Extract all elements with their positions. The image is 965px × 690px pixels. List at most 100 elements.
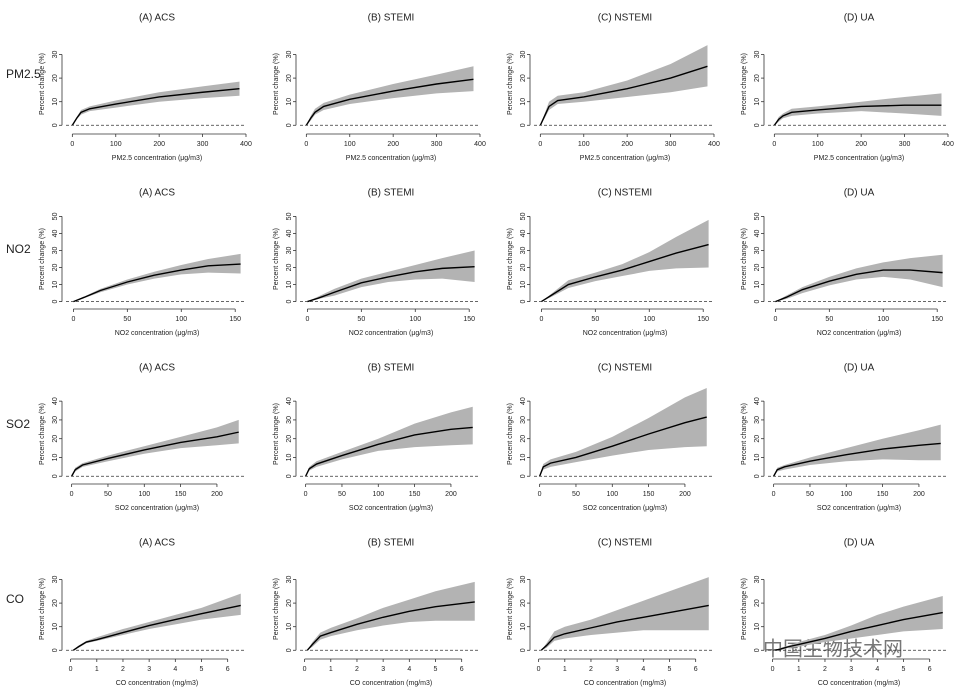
- x-tick-label: 100: [110, 141, 122, 148]
- panel-title: (A) ACS: [139, 13, 175, 24]
- y-tick-label: 40: [52, 229, 59, 237]
- y-axis-label: Percent change (%): [741, 403, 748, 465]
- y-tick-label: 20: [286, 74, 293, 82]
- y-tick-label: 30: [52, 576, 59, 584]
- x-tick-label: 50: [357, 316, 365, 323]
- y-tick-label: 10: [520, 453, 527, 461]
- y-tick-label: 40: [286, 229, 293, 237]
- y-tick-label: 20: [52, 599, 59, 607]
- estimate-line: [306, 601, 475, 651]
- y-tick-label: 20: [286, 264, 293, 272]
- x-axis-label: NO2 concentration (μg/m3): [115, 330, 200, 337]
- estimate-line: [305, 78, 474, 126]
- panel-title: (C) NSTEMI: [598, 13, 652, 24]
- row-label: CO: [6, 592, 24, 606]
- x-tick-label: 100: [578, 141, 590, 148]
- y-axis-label: Percent change (%): [273, 228, 280, 290]
- x-tick-label: 150: [229, 316, 241, 323]
- y-tick-label: 10: [52, 281, 59, 289]
- y-tick-label: 0: [754, 300, 761, 304]
- estimate-line: [538, 416, 707, 477]
- x-tick-label: 6: [460, 666, 464, 673]
- row-label: SO2: [6, 417, 30, 431]
- x-tick-label: 1: [563, 666, 567, 673]
- y-axis-label: Percent change (%): [741, 228, 748, 290]
- x-tick-label: 0: [71, 316, 75, 323]
- x-tick-label: 1: [797, 666, 801, 673]
- y-tick-label: 30: [520, 51, 527, 59]
- x-tick-label: 100: [175, 316, 187, 323]
- y-axis-label: Percent change (%): [507, 228, 514, 290]
- panel-title: (D) UA: [844, 538, 875, 549]
- y-tick-label: 40: [754, 397, 761, 405]
- x-tick-label: 50: [338, 491, 346, 498]
- x-axis-label: NO2 concentration (μg/m3): [583, 330, 668, 337]
- row-label: PM2.5: [6, 67, 41, 81]
- ci-band: [541, 219, 709, 302]
- y-axis-label: Percent change (%): [273, 578, 280, 640]
- ci-band: [539, 388, 707, 477]
- x-tick-label: 0: [772, 141, 776, 148]
- x-tick-label: 3: [615, 666, 619, 673]
- y-tick-label: 10: [754, 98, 761, 106]
- panel-title: (D) UA: [844, 363, 875, 374]
- y-tick-label: 10: [52, 453, 59, 461]
- y-tick-label: 20: [520, 74, 527, 82]
- x-tick-label: 2: [121, 666, 125, 673]
- panel-title: (A) ACS: [139, 188, 175, 199]
- y-tick-label: 10: [286, 281, 293, 289]
- x-tick-label: 200: [211, 491, 223, 498]
- y-axis-label: Percent change (%): [39, 228, 46, 290]
- y-tick-label: 0: [52, 474, 59, 478]
- ci-band: [73, 593, 241, 651]
- x-tick-label: 100: [840, 491, 852, 498]
- y-tick-label: 0: [52, 300, 59, 304]
- x-tick-label: 4: [407, 666, 411, 673]
- x-axis-label: SO2 concentration (μg/m3): [583, 505, 667, 512]
- estimate-line: [71, 431, 239, 477]
- y-tick-label: 20: [520, 264, 527, 272]
- x-tick-label: 100: [877, 316, 889, 323]
- x-tick-label: 150: [175, 491, 187, 498]
- x-tick-label: 200: [153, 141, 165, 148]
- y-tick-label: 30: [520, 576, 527, 584]
- x-axis-label: SO2 concentration (μg/m3): [349, 505, 433, 512]
- x-tick-label: 300: [665, 141, 677, 148]
- y-tick-label: 0: [286, 300, 293, 304]
- x-tick-label: 300: [899, 141, 911, 148]
- y-tick-label: 30: [52, 51, 59, 59]
- y-tick-label: 50: [520, 212, 527, 220]
- x-tick-label: 100: [812, 141, 824, 148]
- y-tick-label: 10: [52, 623, 59, 631]
- y-tick-label: 30: [286, 246, 293, 254]
- ci-band: [774, 93, 942, 126]
- panel-title: (B) STEMI: [368, 363, 415, 374]
- x-tick-label: 0: [773, 316, 777, 323]
- y-tick-label: 20: [52, 74, 59, 82]
- x-tick-label: 200: [679, 491, 691, 498]
- estimate-line: [541, 243, 709, 303]
- y-axis-label: Percent change (%): [39, 578, 46, 640]
- ci-band: [775, 254, 943, 302]
- x-tick-label: 1: [95, 666, 99, 673]
- ci-band: [73, 253, 241, 302]
- x-tick-label: 0: [538, 491, 542, 498]
- x-axis-label: PM2.5 concentration (μg/m3): [112, 155, 202, 162]
- ci-band: [72, 81, 240, 126]
- x-axis-label: CO concentration (mg/m3): [116, 680, 198, 687]
- x-tick-label: 50: [572, 491, 580, 498]
- y-tick-label: 10: [754, 453, 761, 461]
- y-tick-label: 30: [754, 51, 761, 59]
- x-tick-label: 6: [226, 666, 230, 673]
- x-tick-label: 50: [104, 491, 112, 498]
- x-tick-label: 4: [641, 666, 645, 673]
- x-axis-label: NO2 concentration (μg/m3): [817, 330, 902, 337]
- estimate-line: [539, 65, 708, 126]
- estimate-line: [773, 442, 941, 477]
- y-axis-label: Percent change (%): [507, 403, 514, 465]
- y-tick-label: 30: [520, 246, 527, 254]
- y-tick-label: 40: [286, 397, 293, 405]
- y-tick-label: 40: [520, 397, 527, 405]
- y-tick-label: 20: [754, 599, 761, 607]
- estimate-line: [775, 269, 943, 303]
